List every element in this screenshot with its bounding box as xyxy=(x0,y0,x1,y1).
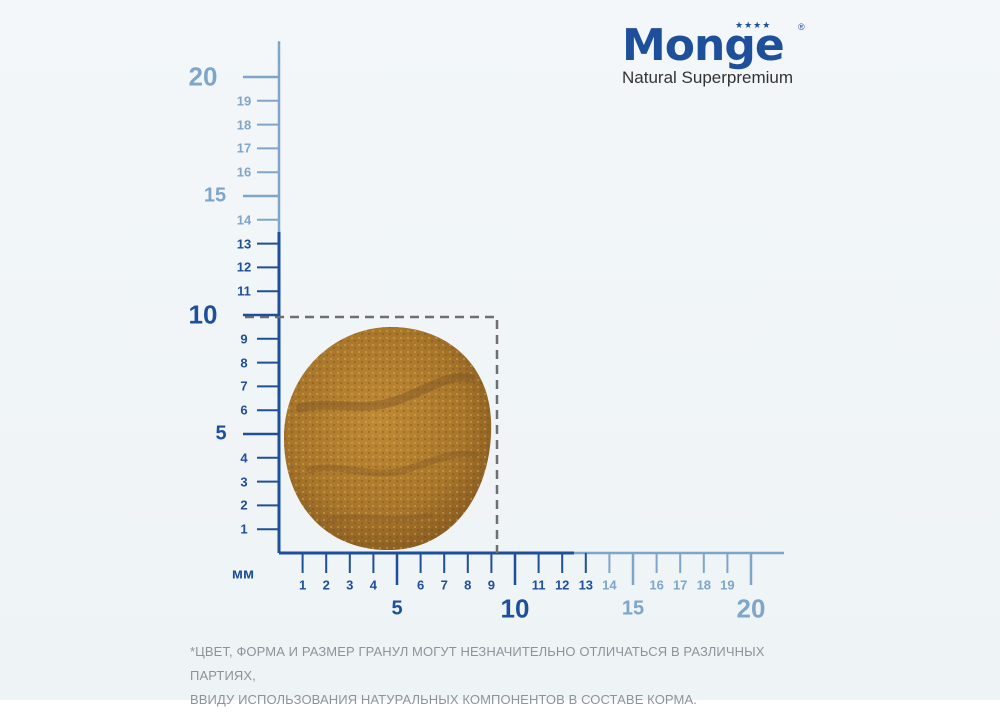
y-label-19: 19 xyxy=(236,93,252,109)
x-label-8: 8 xyxy=(464,577,472,593)
x-major-label-5: 5 xyxy=(391,597,403,620)
kibble-image xyxy=(283,326,492,551)
x-label-13: 13 xyxy=(578,577,594,593)
x-label-16: 16 xyxy=(649,577,664,593)
x-label-14: 14 xyxy=(602,577,617,593)
y-label-1: 1 xyxy=(240,521,248,537)
unit-label: мм xyxy=(231,565,255,583)
disclaimer-footnote: *ЦВЕТ, ФОРМА И РАЗМЕР ГРАНУЛ МОГУТ НЕЗНА… xyxy=(190,640,830,712)
y-label-11: 11 xyxy=(237,283,251,299)
x-label-17: 17 xyxy=(672,577,688,593)
y-label-8: 8 xyxy=(240,355,248,371)
y-label-13: 13 xyxy=(236,236,252,252)
y-major-label-20: 20 xyxy=(188,61,218,92)
x-major-label-15: 15 xyxy=(621,597,645,620)
y-label-12: 12 xyxy=(236,259,252,275)
registered-mark: ® xyxy=(798,22,805,32)
x-major-label-10: 10 xyxy=(500,593,530,624)
y-label-7: 7 xyxy=(240,378,248,394)
y-label-3: 3 xyxy=(240,474,248,490)
y-label-18: 18 xyxy=(236,117,252,133)
x-label-2: 2 xyxy=(322,577,330,593)
y-major-label-5: 5 xyxy=(215,422,227,445)
x-label-11: 11 xyxy=(531,577,546,593)
y-label-4: 4 xyxy=(240,450,248,466)
brand-stars-icon: ★★★★ xyxy=(735,20,772,30)
size-reference-box xyxy=(245,315,499,553)
x-label-1: 1 xyxy=(298,577,307,593)
y-label-17: 17 xyxy=(236,140,252,156)
y-label-14: 14 xyxy=(236,212,252,228)
x-label-9: 9 xyxy=(487,577,496,593)
y-label-6: 6 xyxy=(240,402,248,418)
y-label-9: 9 xyxy=(240,331,248,347)
y-major-label-15: 15 xyxy=(203,184,227,207)
x-label-12: 12 xyxy=(554,577,570,593)
y-label-16: 16 xyxy=(236,164,252,180)
footnote-line-1: *ЦВЕТ, ФОРМА И РАЗМЕР ГРАНУЛ МОГУТ НЕЗНА… xyxy=(190,644,765,683)
tick-marks xyxy=(243,75,753,585)
x-label-6: 6 xyxy=(416,577,425,593)
y-major-label-10: 10 xyxy=(188,299,218,330)
brand-name: Monge xyxy=(622,20,785,71)
x-label-3: 3 xyxy=(346,577,354,593)
y-label-2: 2 xyxy=(240,497,248,513)
x-major-label-20: 20 xyxy=(736,593,766,624)
footnote-line-2: ВВИДУ ИСПОЛЬЗОВАНИЯ НАТУРАЛЬНЫХ КОМПОНЕН… xyxy=(190,692,697,707)
x-label-19: 19 xyxy=(720,577,735,593)
x-label-4: 4 xyxy=(369,577,378,593)
x-label-18: 18 xyxy=(696,577,712,593)
brand-logo: Monge ★★★★ ® Natural Superpremium xyxy=(620,18,810,98)
brand-tagline: Natural Superpremium xyxy=(622,68,794,87)
x-label-7: 7 xyxy=(440,577,448,593)
